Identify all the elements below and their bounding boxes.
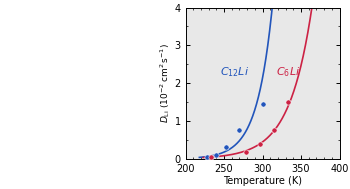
Y-axis label: $D_{\rm Li}$ $(10^{-2}\,{\rm cm^2\,s^{-1}})$: $D_{\rm Li}$ $(10^{-2}\,{\rm cm^2\,s^{-1… [158,43,172,123]
Point [260,102,265,105]
Point [224,146,229,149]
Point [271,129,277,132]
Point [204,156,210,159]
Point [285,101,291,104]
Point [243,151,248,154]
Point [257,142,263,145]
Point [237,129,242,132]
X-axis label: Temperature (K): Temperature (K) [223,176,302,186]
Text: $C_{12}$Li: $C_{12}$Li [220,65,249,79]
Point [208,155,214,158]
Point [214,153,219,156]
Text: $C_6$Li: $C_6$Li [276,65,301,79]
